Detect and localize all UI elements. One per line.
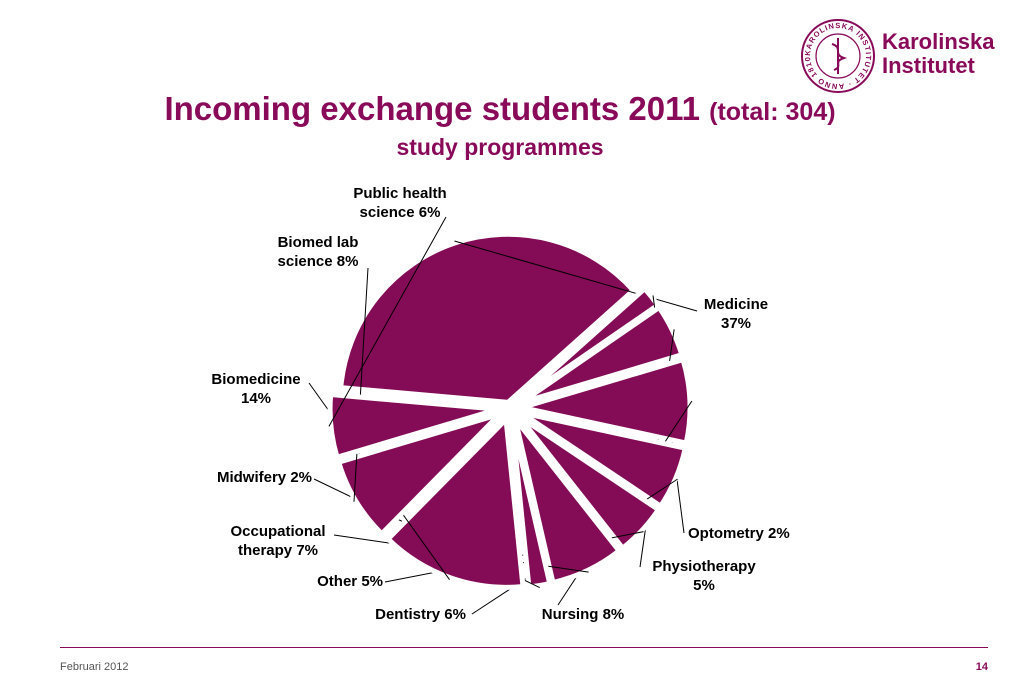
- title-total: (total: 304): [709, 98, 836, 126]
- pie-slice-medicine: [338, 231, 636, 405]
- slice-label-physiotherapy: Physiotherapy 5%: [652, 558, 756, 594]
- logo-line2: Institutet: [882, 53, 975, 78]
- seal-icon: KAROLINSKA INSTITUTET · ANNO 1810: [801, 19, 875, 93]
- logo-line1: Karolinska: [882, 29, 995, 54]
- slice-label-occupational-therapy: Occupational therapy 7%: [230, 523, 325, 559]
- slice-label-nursing: Nursing 8%: [542, 606, 625, 623]
- page-subtitle: study programmes: [396, 134, 604, 160]
- pie-slice-dentistry: [518, 410, 688, 509]
- slice-label-optometry: Optometry 2%: [688, 525, 790, 542]
- pie-slice-biomed-lab-science: [336, 411, 503, 537]
- slice-label-midwifery: Midwifery 2%: [217, 469, 312, 486]
- pie-slice-nursing: [519, 357, 693, 446]
- slice-label-other: Other 5%: [317, 573, 383, 590]
- slice-label-biomedicine: Biomedicine 14%: [211, 371, 300, 407]
- slice-label-dentistry: Dentistry 6%: [375, 606, 466, 623]
- logo-wordmark: Karolinska Institutet: [882, 30, 995, 78]
- slice-label-public-health-science: Public health science 6%: [353, 185, 446, 221]
- leader-line-biomed-lab-science: [353, 267, 369, 502]
- pie-slice-physiotherapy: [518, 304, 685, 406]
- pie-slice-public-health-science: [327, 392, 501, 460]
- pie-slice-other: [516, 413, 661, 551]
- pie-slice-occupational-therapy: [512, 416, 622, 586]
- page-title: Incoming exchange students 2011 (total: …: [0, 90, 1000, 131]
- pie-slice-midwifery: [509, 417, 553, 590]
- page-number: 14: [975, 661, 988, 673]
- pie-slice-optometry: [516, 286, 661, 404]
- karolinska-logo: KAROLINSKA INSTITUTET · ANNO 1810 Karoli…: [800, 18, 1000, 98]
- footer-date: Februari 2012: [60, 661, 129, 673]
- leader-line-public-health-science: [328, 216, 447, 427]
- title-main: Incoming exchange students 2011: [164, 90, 700, 127]
- pie-slice-biomedicine: [385, 416, 526, 590]
- slice-label-biomed-lab-science: Biomed lab science 8%: [278, 234, 359, 270]
- footer-divider: [60, 647, 988, 648]
- slice-label-medicine: Medicine 37%: [704, 296, 768, 332]
